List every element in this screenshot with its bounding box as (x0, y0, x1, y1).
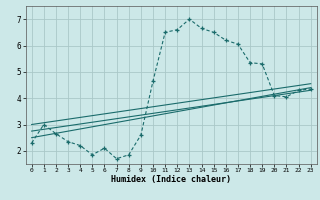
X-axis label: Humidex (Indice chaleur): Humidex (Indice chaleur) (111, 175, 231, 184)
